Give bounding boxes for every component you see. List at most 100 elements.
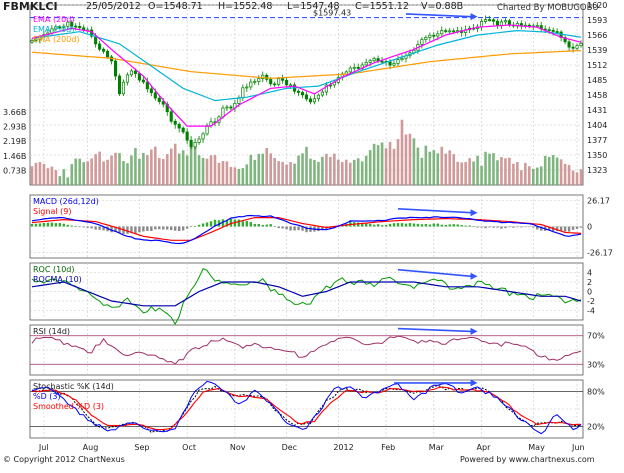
- candle-body: [356, 66, 360, 69]
- volume-bar: [78, 158, 82, 185]
- candle-body: [145, 81, 149, 90]
- signal-line: [31, 217, 582, 241]
- macd-histogram-bar: [253, 223, 256, 227]
- macd-histogram-bar: [277, 226, 280, 229]
- volume-bar: [348, 162, 352, 185]
- macd-histogram-bar: [229, 218, 233, 227]
- macd-histogram-bar: [380, 225, 384, 227]
- volume-bar: [66, 177, 70, 185]
- low-label: L=1547.48: [287, 1, 340, 12]
- volume-bar: [86, 161, 89, 185]
- candle-body: [396, 59, 400, 64]
- macd-histogram-bar: [500, 226, 503, 229]
- macd-histogram-bar: [448, 224, 451, 227]
- volume-bar: [94, 154, 97, 185]
- ema200-line: [31, 50, 582, 79]
- macd-histogram-bar: [476, 226, 479, 228]
- volume-bar: [571, 170, 575, 185]
- macd-histogram-bar: [150, 226, 153, 232]
- price-tick-label: 1323: [587, 166, 607, 175]
- month-label: Jun: [571, 443, 585, 452]
- volume-bar: [440, 146, 444, 185]
- volume-bar: [392, 148, 396, 185]
- macd-trend-arrow-head: [470, 209, 478, 217]
- volume-bar: [305, 146, 308, 185]
- volume-bar: [412, 138, 416, 185]
- candle-body: [428, 34, 432, 38]
- resistance-label: $1597.43: [313, 9, 351, 18]
- candle-body: [491, 19, 496, 22]
- volume-bar: [396, 139, 400, 185]
- volume-bar: [217, 162, 221, 185]
- price-tick-label: 1566: [587, 31, 607, 40]
- volume-bar: [98, 151, 101, 185]
- rsi-tick-label: 70%: [587, 332, 605, 341]
- candle-body: [448, 30, 452, 33]
- roc-trend-arrow-head: [470, 272, 478, 280]
- volume-bar: [177, 153, 181, 185]
- volume-bar: [118, 153, 121, 185]
- candle-body: [320, 91, 324, 96]
- macd-histogram-bar: [261, 224, 264, 227]
- macd-histogram-bar: [146, 226, 149, 231]
- macd-histogram-bar: [404, 223, 408, 227]
- macd-histogram-bar: [532, 226, 535, 228]
- macd-histogram-bar: [559, 226, 563, 231]
- roc-tick-label: 2: [587, 278, 592, 287]
- macd-histogram-bar: [257, 224, 260, 227]
- price-trend-arrow: [405, 13, 472, 18]
- volume-bar: [555, 157, 559, 185]
- price-tick-label: 1620: [587, 1, 607, 10]
- candle-body: [316, 94, 320, 100]
- roc-tick-label: -4: [587, 307, 595, 316]
- volume-bar: [384, 148, 388, 185]
- volume-bar: [368, 150, 372, 185]
- volume-bar: [516, 162, 519, 185]
- macd-histogram-bar: [337, 226, 340, 228]
- macd-histogram-bar: [472, 226, 475, 227]
- rsi-trend-arrow: [397, 327, 472, 333]
- macd-tick-label: 26.17: [587, 197, 610, 206]
- volume-bar: [372, 143, 376, 185]
- macd-histogram-bar: [102, 226, 105, 231]
- volume-bar: [547, 156, 551, 185]
- volume-tick-label: 2.93B: [3, 122, 26, 131]
- macd-histogram-bar: [321, 226, 324, 231]
- volume-bar: [472, 161, 475, 185]
- candle-body: [153, 92, 157, 99]
- macd-histogram-bar: [567, 226, 571, 232]
- macd-histogram-bar: [563, 226, 567, 232]
- macd-histogram-bar: [237, 219, 241, 227]
- macd-histogram-bar: [82, 226, 85, 228]
- volume-bar: [460, 162, 463, 185]
- volume-bar: [257, 153, 261, 185]
- candle-body: [98, 43, 102, 50]
- candle-body: [440, 30, 444, 35]
- volume-bar: [50, 166, 54, 185]
- candle-body: [308, 98, 313, 103]
- candle-body: [487, 19, 492, 21]
- volume-bar: [567, 164, 571, 185]
- roc-legend-0: ROC (10d): [33, 265, 74, 274]
- macd-histogram-bar: [285, 226, 288, 230]
- volume-bar: [543, 155, 547, 185]
- macd-histogram-bar: [388, 223, 392, 227]
- macd-histogram-bar: [174, 226, 177, 231]
- candle-body: [289, 84, 293, 87]
- high-label: H=1552.48: [218, 1, 273, 12]
- volume-bar: [333, 153, 336, 185]
- volume-bar: [551, 155, 555, 185]
- candle-body: [129, 70, 133, 76]
- macd-histogram-bar: [516, 226, 519, 228]
- macd-histogram-bar: [528, 226, 531, 228]
- macd-histogram-bar: [245, 220, 249, 227]
- macd-histogram-bar: [444, 224, 447, 227]
- macd-histogram-bar: [376, 224, 380, 227]
- month-label: Nov: [230, 443, 246, 452]
- macd-histogram-bar: [281, 226, 284, 229]
- volume-bar: [360, 161, 364, 185]
- macd-histogram-bar: [30, 223, 34, 227]
- month-label: Apr: [477, 443, 492, 452]
- volume-bar: [193, 146, 197, 185]
- volume-bar: [563, 163, 567, 185]
